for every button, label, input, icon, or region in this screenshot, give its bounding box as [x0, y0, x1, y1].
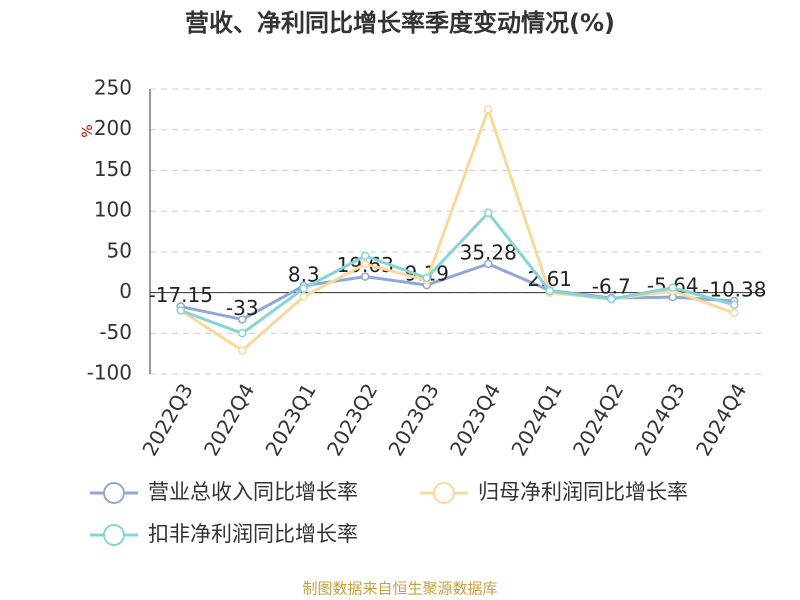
x-tick-label: 2023Q4 [445, 379, 505, 460]
point [422, 273, 431, 283]
legend-label: 营业总收入同比增长率 [148, 480, 358, 504]
point [238, 346, 247, 355]
legend-marker [103, 524, 125, 546]
x-tick-label: 2024Q1 [506, 379, 566, 460]
point [361, 272, 370, 281]
legend-item: 扣非净利润同比增长率 [90, 522, 358, 546]
line [180, 262, 735, 322]
y-axis-label: % [80, 124, 96, 137]
point [730, 300, 739, 310]
point [668, 283, 677, 292]
line [180, 210, 735, 335]
data-label: 35.28 [460, 240, 517, 264]
legend-label: 归母净利润同比增长率 [478, 480, 688, 504]
data-label: -6.7 [592, 275, 631, 299]
source: 制图数据来自恒生聚源数据库 [302, 580, 497, 598]
y-tick-label: 150 [94, 157, 132, 181]
point [299, 284, 308, 293]
x-tick-label: 2022Q3 [137, 379, 197, 460]
point [361, 259, 370, 269]
point [361, 251, 370, 261]
legend-label: 扣非净利润同比增长率 [148, 522, 358, 546]
point [238, 329, 247, 338]
point [730, 308, 739, 318]
legend-item: 营业总收入同比增长率 [90, 480, 358, 504]
point [607, 294, 616, 304]
legend-marker [103, 482, 125, 504]
y-tick-label: 50 [107, 238, 132, 262]
point [484, 105, 493, 114]
point [484, 259, 493, 269]
point [238, 315, 247, 324]
x-tick-label: 2024Q2 [568, 379, 628, 460]
point [299, 292, 308, 301]
line [179, 104, 735, 353]
y-tick-label: -50 [99, 320, 132, 344]
y-tick-label: -100 [87, 361, 132, 385]
point [545, 286, 554, 296]
x-tick-label: 2023Q3 [383, 379, 443, 460]
y-tick-label: 250 [94, 76, 132, 100]
y-tick-label: 200 [94, 116, 132, 140]
x-tick-label: 2023Q2 [322, 379, 382, 460]
data-label: -17.15 [149, 283, 213, 307]
point [176, 306, 185, 315]
y-tick-label: 100 [94, 198, 132, 222]
point [484, 208, 493, 218]
x-tick-label: 2024Q4 [691, 379, 751, 460]
x-tick-label: 2022Q4 [199, 379, 259, 460]
y-tick-label: 0 [119, 279, 132, 303]
x-tick-label: 2023Q1 [260, 379, 320, 460]
chart-title: 营收、净利同比增长率季度变动情况(%) [185, 9, 615, 37]
data-label: -33 [226, 296, 259, 320]
legend-item: 归母净利润同比增长率 [420, 480, 688, 504]
x-tick-label: 2024Q3 [629, 379, 689, 460]
legend-marker [433, 482, 455, 504]
